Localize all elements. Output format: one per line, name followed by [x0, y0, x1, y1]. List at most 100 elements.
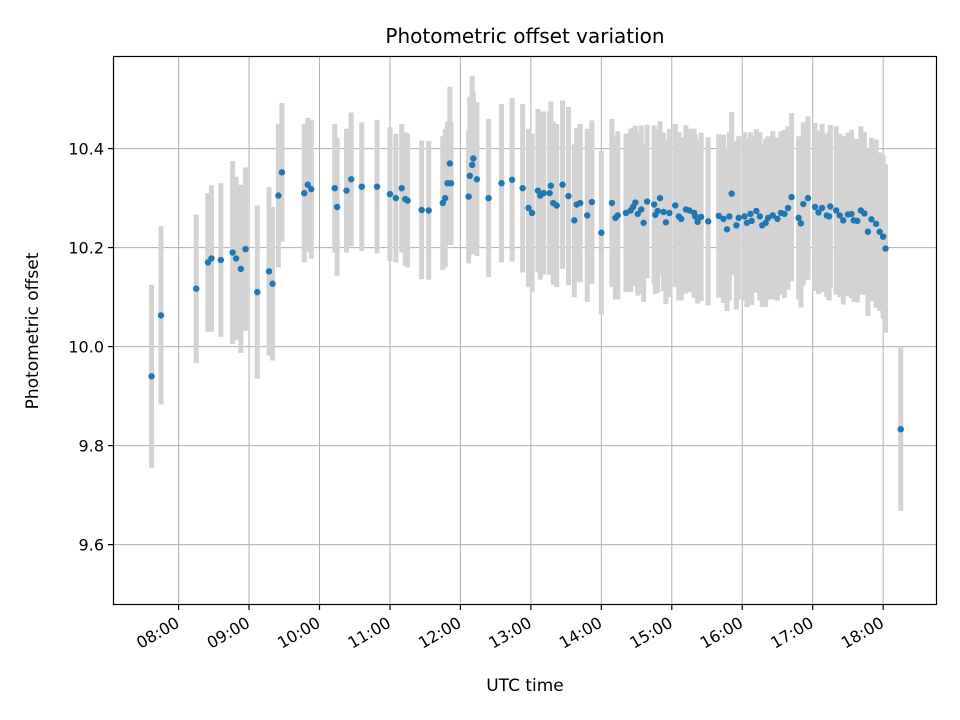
data-point — [872, 220, 880, 228]
data-point — [425, 207, 432, 214]
data-point — [565, 192, 572, 200]
data-point — [715, 212, 722, 220]
data-point — [897, 426, 904, 433]
data-point — [418, 206, 425, 214]
data-point — [528, 209, 536, 217]
data-point — [508, 176, 516, 183]
data-point — [864, 228, 872, 235]
data-point — [242, 245, 249, 253]
data-point — [398, 184, 405, 192]
data-point — [441, 194, 449, 202]
data-point — [694, 218, 701, 226]
data-point — [447, 180, 455, 187]
data-point — [254, 288, 261, 296]
data-point — [797, 220, 805, 227]
data-point — [301, 189, 308, 197]
data-point — [546, 189, 553, 197]
data-point — [634, 210, 641, 218]
data-point — [468, 161, 476, 169]
data-point — [229, 249, 236, 256]
data-point — [800, 200, 807, 208]
data-point — [697, 213, 705, 221]
y-tick-label: 10.2 — [68, 239, 104, 258]
plot-frame — [112, 55, 938, 606]
data-point — [879, 233, 887, 240]
data-point — [804, 194, 812, 202]
data-point — [638, 206, 645, 213]
y-tick-label: 9.6 — [79, 536, 104, 555]
data-point — [237, 265, 245, 273]
data-point — [148, 373, 155, 380]
data-point — [404, 197, 411, 204]
data-point — [741, 213, 748, 220]
data-point — [519, 184, 526, 192]
data-point — [547, 182, 555, 189]
data-point — [622, 209, 630, 217]
data-point — [882, 245, 889, 252]
y-axis-title: Photometric offset — [23, 252, 43, 409]
data-point — [660, 208, 667, 216]
data-point — [762, 219, 769, 227]
data-point — [733, 222, 740, 229]
data-point — [781, 210, 788, 218]
data-point — [876, 228, 883, 235]
data-point — [764, 214, 772, 222]
data-point — [848, 210, 855, 218]
data-point — [465, 193, 472, 200]
x-axis-title: UTC time — [486, 676, 564, 696]
data-point — [726, 213, 733, 220]
axis-ticks: 08:00 09:00 10:00 11:00 12:00 13:00 14:00 15:00… — [68, 140, 887, 653]
data-point — [193, 285, 200, 292]
data-point — [632, 199, 639, 206]
data-point — [827, 203, 834, 210]
data-point — [836, 212, 843, 219]
data-point — [795, 214, 802, 222]
data-point — [534, 187, 542, 194]
data-point — [269, 280, 276, 287]
data-point — [686, 207, 693, 214]
y-tick-label: 10.0 — [68, 338, 104, 357]
data-point — [656, 194, 664, 202]
data-point — [343, 187, 350, 194]
data-point — [614, 212, 621, 219]
data-point — [747, 210, 754, 218]
data-point — [588, 198, 596, 206]
data-point — [666, 209, 673, 217]
data-point — [584, 212, 591, 219]
data-point — [470, 155, 477, 162]
data-point — [598, 229, 605, 236]
data-point — [275, 192, 282, 199]
data-point — [815, 209, 822, 216]
data-point — [157, 312, 165, 319]
data-point — [576, 199, 584, 207]
data-point — [304, 181, 311, 188]
data-point — [446, 160, 454, 167]
data-point — [861, 210, 868, 217]
data-point — [278, 169, 286, 176]
data-point — [498, 180, 505, 187]
data-point — [720, 215, 727, 223]
data-point — [559, 181, 566, 188]
data-point — [756, 213, 764, 220]
data-point — [571, 217, 578, 224]
data-point — [553, 202, 560, 209]
data-point — [540, 189, 547, 197]
data-point — [818, 204, 826, 212]
chart-title: Photometric offset variation — [385, 24, 664, 48]
data-point — [868, 216, 875, 223]
data-point — [473, 176, 481, 183]
data-point — [643, 198, 651, 205]
data-point — [832, 207, 840, 214]
data-point — [308, 185, 315, 193]
data-point — [677, 215, 685, 223]
data-point — [333, 203, 341, 211]
data-point — [358, 183, 365, 190]
data-point — [654, 207, 661, 215]
data-point — [825, 213, 833, 220]
data-point — [672, 202, 679, 209]
data-point — [608, 199, 616, 207]
y-tick-label: 10.4 — [68, 140, 104, 159]
data-point — [788, 193, 795, 201]
data-point — [735, 214, 742, 222]
